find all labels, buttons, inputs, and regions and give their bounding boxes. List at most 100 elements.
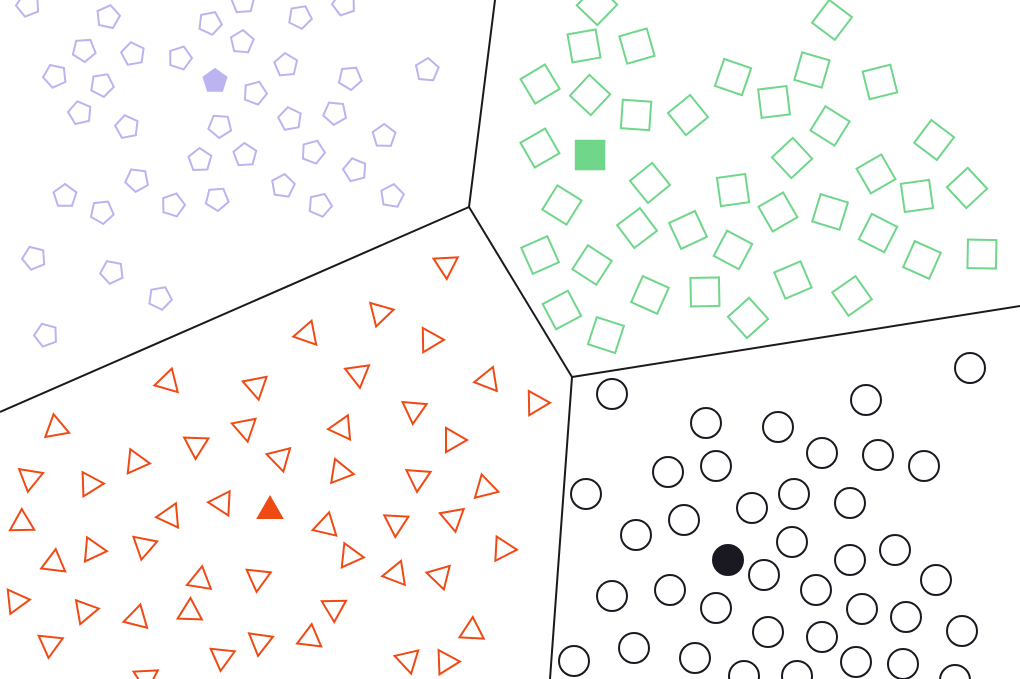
triangle-marker <box>295 622 323 648</box>
pentagon-marker <box>66 100 92 126</box>
circle-marker <box>834 544 866 576</box>
circle-region <box>558 352 986 679</box>
square-marker <box>629 274 671 316</box>
pentagon-marker <box>71 38 97 64</box>
pentagon-marker <box>204 187 230 213</box>
triangle-marker <box>209 647 237 673</box>
circle-marker <box>748 559 780 591</box>
square-marker <box>770 136 814 180</box>
pentagon-centroid-marker <box>202 67 228 92</box>
circle-marker <box>776 526 808 558</box>
square-marker <box>712 229 754 271</box>
square-marker <box>586 315 626 355</box>
triangle-marker <box>121 602 149 630</box>
square-marker <box>568 73 612 117</box>
pentagon-marker <box>371 122 397 147</box>
circle-marker <box>840 646 872 678</box>
pentagon-marker <box>41 63 67 89</box>
triangle-marker <box>424 564 452 592</box>
square-marker <box>713 57 753 97</box>
triangle-marker <box>39 547 67 573</box>
circle-marker <box>778 478 810 510</box>
square-marker <box>715 172 751 208</box>
pentagon-marker <box>230 0 256 14</box>
triangle-marker <box>43 412 72 439</box>
triangle-marker <box>445 426 470 454</box>
pentagon-marker <box>148 286 174 312</box>
square-marker <box>541 289 583 331</box>
square-marker <box>793 51 831 89</box>
circle-marker <box>570 478 602 510</box>
triangle-marker <box>340 541 366 569</box>
pentagon-marker <box>14 0 40 18</box>
circle-marker <box>596 378 628 410</box>
square-marker <box>519 127 561 169</box>
triangle-marker <box>154 501 180 530</box>
triangle-marker <box>473 472 501 500</box>
circle-marker <box>908 450 940 482</box>
triangle-marker <box>245 568 273 594</box>
pentagon-marker <box>113 114 139 139</box>
circle-marker <box>690 407 722 439</box>
circle-marker <box>946 615 978 647</box>
triangle-marker <box>494 534 519 563</box>
triangle-marker <box>320 599 348 625</box>
pentagon-marker <box>243 80 269 106</box>
square-marker <box>628 161 672 205</box>
square-marker <box>566 28 602 64</box>
square-marker <box>667 209 709 251</box>
square-marker <box>899 178 935 214</box>
triangle-marker <box>74 598 101 627</box>
circle-marker <box>800 574 832 606</box>
square-marker <box>966 238 998 270</box>
circle-marker <box>879 534 911 566</box>
square-marker <box>615 206 659 250</box>
circle-marker <box>781 660 813 679</box>
triangle-marker <box>421 326 447 354</box>
pentagon-region <box>14 0 440 348</box>
pentagon-marker <box>322 101 348 127</box>
pentagon-marker <box>273 51 299 77</box>
triangle-marker <box>291 318 318 347</box>
triangle-marker <box>83 535 109 564</box>
triangle-marker <box>382 514 411 539</box>
circle-marker <box>887 648 919 679</box>
pentagon-marker <box>207 114 233 140</box>
circle-marker <box>620 519 652 551</box>
triangle-marker <box>131 535 160 562</box>
circle-centroid-marker <box>712 544 744 576</box>
triangle-centroid-marker <box>256 494 284 519</box>
square-marker <box>857 212 899 254</box>
pentagon-marker <box>89 200 115 226</box>
region-boundary-line <box>549 376 573 679</box>
pentagon-marker <box>341 157 367 183</box>
triangle-marker <box>380 559 407 587</box>
triangle-marker <box>17 467 45 494</box>
square-marker <box>861 63 899 101</box>
circle-marker <box>954 352 986 384</box>
circle-marker <box>834 487 866 519</box>
triangle-marker <box>472 365 499 393</box>
pentagon-marker <box>162 192 187 218</box>
square-marker <box>618 27 656 65</box>
circle-marker <box>728 660 760 679</box>
triangle-marker <box>152 366 180 394</box>
circle-marker <box>596 580 628 612</box>
triangle-marker <box>206 489 231 518</box>
triangle-marker <box>326 413 352 442</box>
pentagon-marker <box>337 66 363 92</box>
triangle-marker <box>310 510 338 537</box>
circle-marker <box>700 592 732 624</box>
triangle-marker <box>431 256 460 281</box>
square-marker <box>855 153 897 195</box>
pentagon-marker <box>301 139 327 165</box>
pentagon-marker <box>124 168 149 194</box>
square-marker <box>540 184 583 227</box>
triangle-marker <box>175 596 204 621</box>
circle-marker <box>752 616 784 648</box>
region-boundary-line <box>468 206 1020 378</box>
square-marker <box>945 166 989 210</box>
circle-marker <box>939 664 971 679</box>
